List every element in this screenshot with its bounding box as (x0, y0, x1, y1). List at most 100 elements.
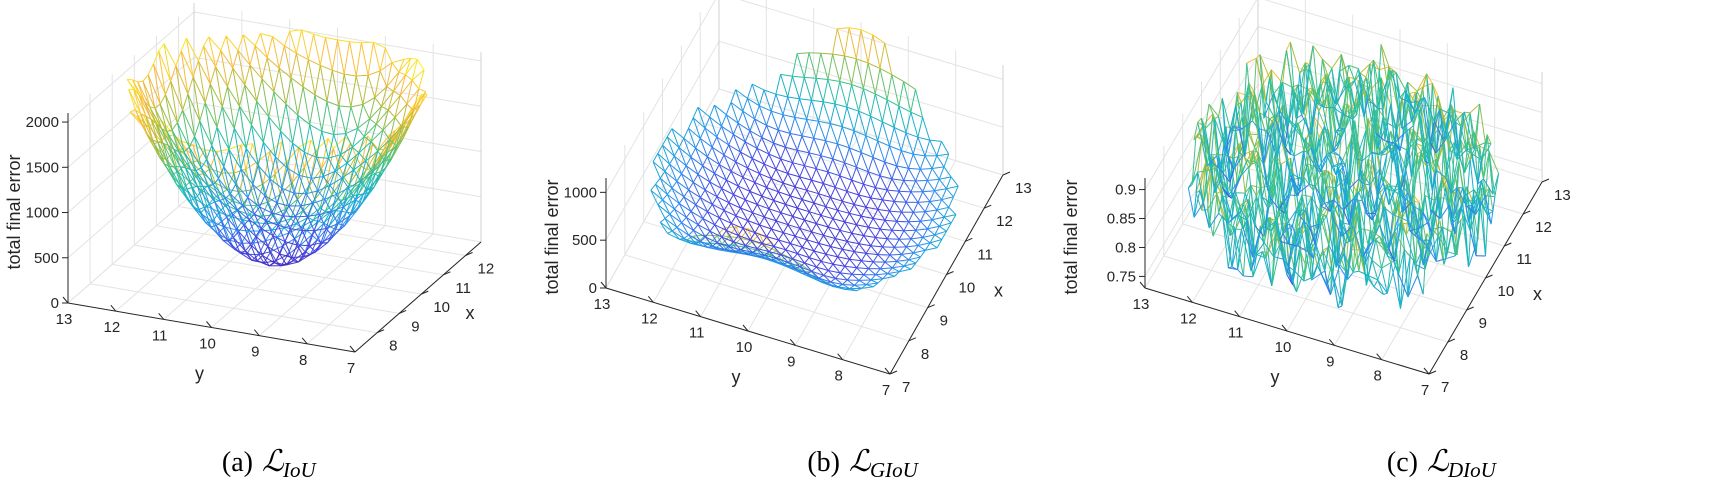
mesh-edge (1439, 108, 1450, 114)
mesh-edge (245, 148, 254, 185)
mesh-edge (815, 168, 824, 184)
mesh-edge (207, 186, 221, 201)
mesh-edge (806, 179, 812, 191)
mesh-edge (1295, 114, 1302, 119)
mesh-edge (811, 270, 824, 276)
mesh-edge (221, 106, 235, 129)
mesh-edge (301, 230, 310, 246)
mesh-edge (941, 188, 947, 200)
mesh-edge (1422, 255, 1430, 266)
mesh-edge (880, 267, 893, 270)
mesh-edge (1303, 176, 1314, 191)
mesh-edge (1348, 118, 1354, 189)
mesh-edge (1214, 118, 1221, 170)
mesh-edge (778, 232, 784, 241)
mesh-edge (352, 136, 365, 148)
mesh-edge (233, 106, 240, 129)
mesh-edge (903, 221, 910, 232)
mesh-edge (723, 202, 730, 211)
mesh-edge (214, 201, 228, 218)
mesh-edge (1269, 196, 1280, 210)
mesh-edge (1280, 81, 1291, 155)
mesh-edge (1382, 80, 1388, 110)
mesh-edge (771, 259, 784, 265)
mesh-edge (227, 237, 234, 242)
mesh-edge (880, 228, 893, 231)
x-tick-label: 8 (921, 346, 929, 363)
mesh-edge (936, 153, 949, 157)
mesh-edge (697, 218, 704, 226)
mesh-edge (325, 223, 339, 229)
mesh-edge (174, 166, 183, 189)
mesh-edge (278, 224, 291, 230)
mesh-edge (1216, 191, 1221, 194)
mesh-edge (219, 200, 228, 218)
mesh-edge (858, 235, 865, 245)
mesh-edge (1335, 71, 1340, 105)
mesh-edge (317, 190, 326, 200)
mesh-edge (752, 240, 765, 246)
mesh-edge (1242, 219, 1248, 230)
y-tick (1139, 281, 1146, 289)
mesh-edge (1452, 187, 1464, 219)
mesh-edge (700, 241, 713, 247)
mesh-edge (269, 178, 278, 203)
mesh-edge (834, 238, 843, 250)
mesh-edge (707, 211, 720, 219)
mesh-edge (1347, 271, 1354, 280)
mesh-edge (283, 205, 290, 217)
mesh-edge (1420, 98, 1431, 143)
mesh-edge (148, 126, 162, 142)
mesh-edge (718, 210, 725, 219)
mesh-edge (681, 217, 687, 224)
mesh-edge (365, 160, 373, 173)
mesh-edge (1410, 112, 1416, 122)
mesh-edge (867, 157, 874, 172)
mesh-edge (1304, 62, 1312, 135)
mesh-edge (775, 93, 788, 98)
mesh-edge (884, 161, 893, 180)
mesh-edge (1479, 198, 1486, 257)
mesh-edge (816, 168, 829, 173)
mesh-edge (1331, 54, 1342, 69)
mesh-edge (759, 173, 768, 188)
mesh-edge (704, 236, 713, 247)
mesh-edge (820, 253, 827, 262)
mesh-edge (225, 35, 234, 69)
y-tick (1234, 310, 1241, 317)
mesh-edge (768, 251, 782, 256)
mesh-edge (292, 115, 299, 144)
mesh-edge (418, 88, 426, 93)
z-axis-label: total final error (4, 154, 24, 269)
x-tick-label: 10 (959, 280, 976, 297)
mesh-edge (322, 170, 336, 178)
mesh-edge (406, 88, 420, 105)
mesh-edge (796, 199, 803, 209)
mesh-edge (304, 234, 313, 252)
mesh-edge (860, 135, 867, 153)
mesh-edge (1195, 189, 1201, 194)
mesh-edge (678, 202, 692, 212)
mesh-edge (889, 201, 895, 212)
mesh-edge (671, 187, 685, 198)
mesh-edge (1305, 117, 1316, 157)
mesh-edge (685, 211, 692, 218)
mesh-edge (252, 184, 261, 208)
mesh-edge (296, 52, 309, 61)
mesh-edge (842, 200, 855, 205)
mesh-edge (242, 34, 251, 66)
mesh-edge (858, 274, 865, 281)
mesh-edge (785, 249, 798, 255)
mesh-edge (1273, 256, 1284, 260)
mesh-edge (147, 63, 154, 76)
mesh-edge (1364, 240, 1375, 266)
mesh-edge (787, 162, 793, 174)
mesh-edge (868, 171, 881, 177)
mesh-edge (1483, 187, 1490, 207)
mesh-edge (1439, 108, 1445, 141)
mesh-edge (806, 190, 815, 204)
mesh-edge (835, 277, 848, 281)
mesh-edge (737, 185, 751, 192)
mesh-edge (681, 173, 694, 183)
mesh-edge (775, 250, 782, 260)
